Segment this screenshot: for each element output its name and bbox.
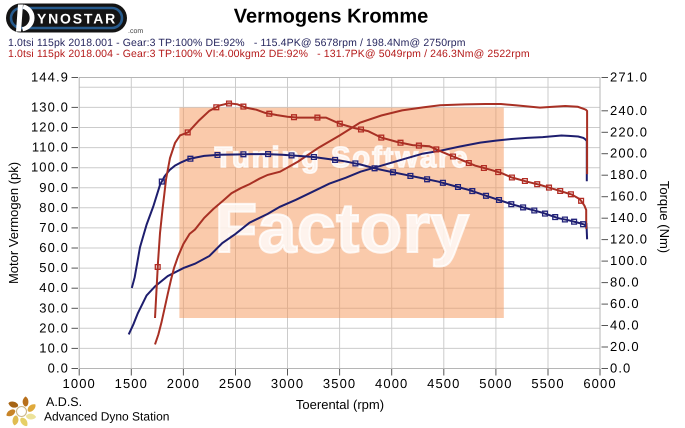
svg-text:140.0: 140.0 — [610, 210, 648, 225]
svg-text:Motor Vermogen (pk): Motor Vermogen (pk) — [6, 162, 21, 284]
svg-text:60.0: 60.0 — [610, 296, 640, 311]
svg-text:4000: 4000 — [375, 376, 408, 391]
svg-text:Vermogens Kromme: Vermogens Kromme — [234, 6, 429, 28]
svg-text:Torque (Nm): Torque (Nm) — [657, 181, 672, 253]
svg-text:3000: 3000 — [271, 376, 304, 391]
svg-text:271.0: 271.0 — [610, 70, 648, 85]
svg-text:144.9: 144.9 — [31, 70, 69, 85]
svg-text:160.0: 160.0 — [610, 189, 648, 204]
svg-text:60.0: 60.0 — [39, 240, 69, 255]
svg-text:Toerental (rpm): Toerental (rpm) — [296, 397, 384, 412]
svg-text:1.0tsi 115pk 2018.001 - Gear:3: 1.0tsi 115pk 2018.001 - Gear:3 TP:100% D… — [8, 37, 466, 49]
svg-text:50.0: 50.0 — [39, 260, 69, 275]
svg-text:5000: 5000 — [479, 376, 512, 391]
svg-text:130.0: 130.0 — [31, 99, 69, 114]
svg-text:40.0: 40.0 — [610, 318, 640, 333]
svg-text:240.0: 240.0 — [610, 103, 648, 118]
svg-text:10.0: 10.0 — [39, 340, 69, 355]
svg-text:1500: 1500 — [115, 376, 148, 391]
svg-text:80.0: 80.0 — [39, 200, 69, 215]
svg-text:1.0tsi 115pk 2018.004 - Gear:3: 1.0tsi 115pk 2018.004 - Gear:3 TP:100% V… — [8, 48, 530, 60]
svg-text:.com: .com — [128, 28, 143, 35]
svg-text:20.0: 20.0 — [610, 339, 640, 354]
svg-text:70.0: 70.0 — [39, 220, 69, 235]
svg-text:30.0: 30.0 — [39, 300, 69, 315]
svg-text:200.0: 200.0 — [610, 146, 648, 161]
svg-text:4500: 4500 — [427, 376, 460, 391]
svg-text:120.0: 120.0 — [31, 120, 69, 135]
svg-text:100.0: 100.0 — [31, 160, 69, 175]
svg-text:Factory: Factory — [215, 189, 470, 267]
svg-text:1000: 1000 — [63, 376, 96, 391]
svg-text:2000: 2000 — [167, 376, 200, 391]
svg-text:100.0: 100.0 — [610, 253, 648, 268]
svg-text:180.0: 180.0 — [610, 167, 648, 182]
svg-text:A.D.S.: A.D.S. — [46, 395, 82, 409]
svg-text:3500: 3500 — [323, 376, 356, 391]
svg-text:120.0: 120.0 — [610, 232, 648, 247]
svg-text:110.0: 110.0 — [32, 140, 69, 155]
svg-text:YNOSTAR: YNOSTAR — [37, 11, 117, 27]
svg-text:6000: 6000 — [583, 376, 616, 391]
svg-text:80.0: 80.0 — [610, 275, 640, 290]
svg-text:5500: 5500 — [531, 376, 564, 391]
svg-text:0.0: 0.0 — [48, 361, 69, 376]
svg-text:0.0: 0.0 — [610, 361, 631, 376]
svg-text:220.0: 220.0 — [610, 124, 648, 139]
svg-text:20.0: 20.0 — [39, 320, 69, 335]
svg-text:40.0: 40.0 — [39, 280, 69, 295]
svg-text:90.0: 90.0 — [39, 180, 69, 195]
svg-text:2500: 2500 — [219, 376, 252, 391]
svg-text:Advanced Dyno Station: Advanced Dyno Station — [44, 410, 169, 424]
